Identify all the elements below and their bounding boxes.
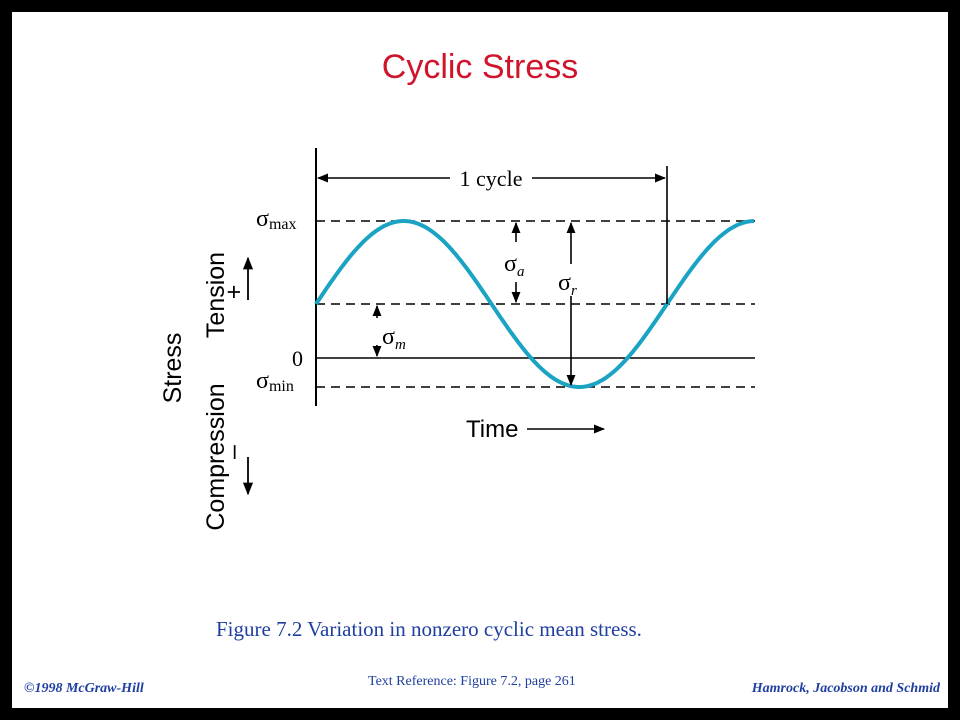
zero-label: 0 <box>292 346 303 371</box>
minus-label: – <box>219 445 247 459</box>
authors-footer: Hamrock, Jacobson and Schmid <box>751 681 940 696</box>
plus-label: + <box>220 285 248 300</box>
slide-background <box>12 12 948 708</box>
stress-wave <box>314 219 755 389</box>
time-label: Time <box>466 416 518 443</box>
text-reference: Text Reference: Figure 7.2, page 261 <box>368 674 576 689</box>
sigma-r-label: σr <box>558 270 577 299</box>
sigma-m-label: σm <box>382 324 406 353</box>
stress-label: Stress <box>159 333 187 404</box>
sigma-a-label: σa <box>504 251 524 280</box>
slide-title: Cyclic Stress <box>381 48 579 86</box>
tension-label: Tension <box>202 252 230 338</box>
copyright-footer: ©1998 McGraw-Hill <box>24 681 144 696</box>
sigma-max-label: σmax <box>256 206 296 233</box>
figure-caption: Figure 7.2 Variation in nonzero cyclic m… <box>216 617 642 641</box>
cycle-label: 1 cycle <box>460 166 523 191</box>
compression-label: Compression <box>202 383 230 530</box>
sigma-min-label: σmin <box>256 368 294 395</box>
